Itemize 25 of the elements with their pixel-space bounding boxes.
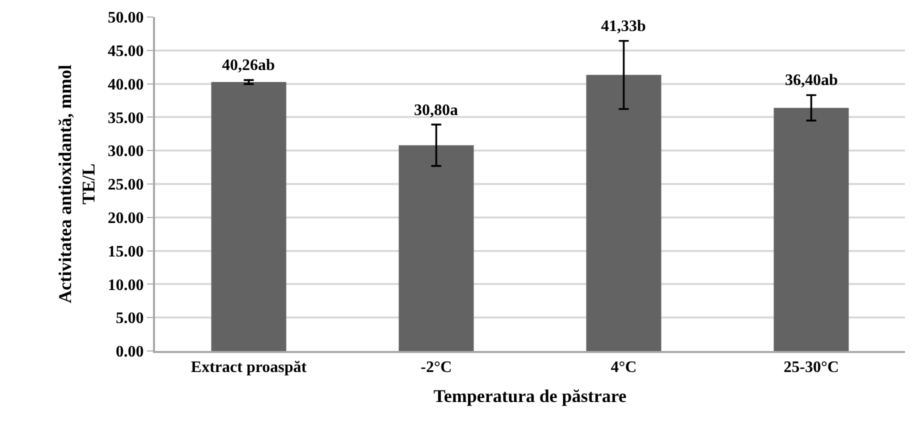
- data-label: 36,40ab: [785, 72, 838, 89]
- x-tick-label: -2°C: [420, 359, 452, 376]
- y-tick-label: 50.00: [108, 10, 144, 27]
- data-label: 41,33b: [601, 18, 646, 35]
- y-tick-label: 10.00: [108, 276, 144, 294]
- x-axis-title: Temperatura de păstrare: [434, 386, 626, 406]
- data-label: 30,80a: [414, 102, 458, 119]
- bar: [774, 108, 849, 351]
- y-tick-label: 40.00: [108, 76, 144, 94]
- x-tick-label: 4°C: [610, 359, 637, 376]
- y-tick-label: 20.00: [108, 210, 144, 227]
- y-tick-label: 25.00: [108, 176, 144, 194]
- y-tick-label: 45.00: [108, 43, 144, 60]
- data-label: 40,26ab: [222, 57, 275, 74]
- y-tick-label: 30.00: [108, 143, 144, 160]
- bar: [398, 145, 474, 351]
- bar: [211, 82, 286, 351]
- y-tick-label: 5.00: [116, 310, 144, 328]
- x-tick-label: Extract proaspăt: [190, 359, 308, 376]
- x-tick-label: 25-30°C: [784, 359, 839, 376]
- y-tick-label: 15.00: [108, 243, 144, 260]
- bar: [586, 74, 662, 351]
- y-tick-label: 0.00: [116, 344, 144, 361]
- y-tick-label: 35.00: [108, 110, 144, 127]
- y-axis-title: Activitatea antioxidantă, mmol TE/L: [55, 64, 98, 304]
